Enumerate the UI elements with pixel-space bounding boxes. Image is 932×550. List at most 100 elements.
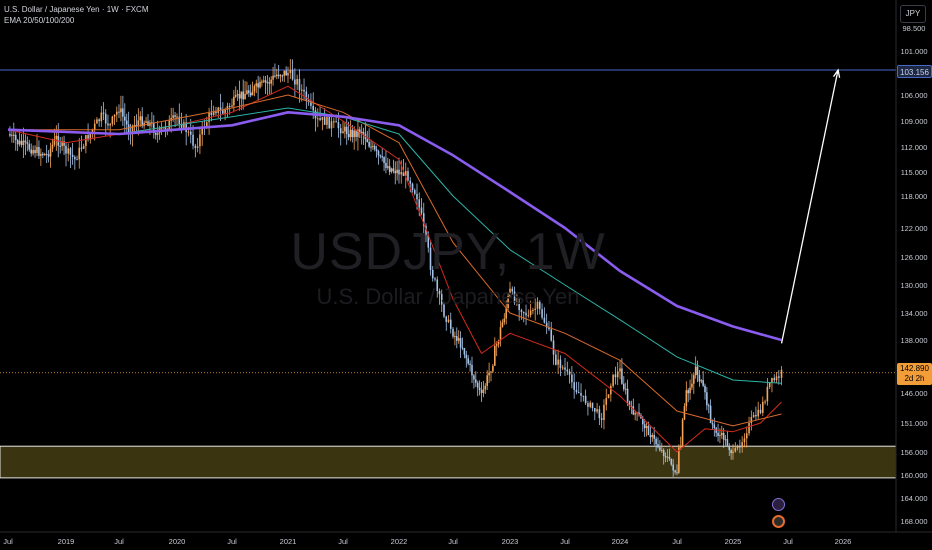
- candle-body: [529, 310, 532, 316]
- price-tick-label: 112.000: [901, 143, 928, 152]
- candle-body: [305, 91, 308, 101]
- candle-body: [643, 424, 646, 429]
- candle-body: [233, 96, 235, 106]
- candle-body: [156, 133, 159, 135]
- candle-body: [319, 118, 321, 120]
- candle-body: [534, 308, 537, 310]
- candle-body: [449, 319, 452, 329]
- candle-body: [638, 412, 640, 416]
- candle-body: [67, 148, 70, 154]
- candle-body: [564, 367, 566, 370]
- candle-body: [192, 134, 194, 146]
- candle-body: [717, 432, 719, 436]
- candle-body: [691, 383, 693, 388]
- candle-body: [238, 94, 241, 99]
- time-tick-label: Jul: [227, 537, 237, 546]
- candle-body: [78, 147, 81, 160]
- candle-body: [289, 70, 292, 73]
- candle-body: [440, 294, 443, 305]
- candle-body: [172, 115, 174, 118]
- price-tick-label: 118.000: [901, 192, 928, 201]
- projection-arrow-head: [832, 68, 841, 78]
- candle-body: [262, 80, 265, 82]
- candle-body: [13, 134, 15, 136]
- candle-body: [580, 393, 582, 396]
- candle-body: [775, 376, 778, 381]
- ema-line-ema200: [7, 111, 782, 342]
- candle-body: [632, 406, 635, 415]
- candle-body: [626, 388, 629, 402]
- candle-body: [518, 302, 520, 311]
- candle-body: [623, 383, 625, 390]
- candle-body: [69, 148, 72, 155]
- candle-body: [111, 116, 114, 124]
- lightning-event-icon[interactable]: [772, 498, 785, 511]
- candle-body: [748, 422, 750, 434]
- candle-body: [347, 134, 350, 138]
- candle-body: [721, 432, 723, 436]
- candle-body: [236, 94, 239, 96]
- candle-body: [174, 115, 176, 117]
- candle-body: [509, 288, 511, 297]
- candle-body: [124, 116, 126, 121]
- candle-body: [285, 70, 287, 76]
- candle-body: [610, 385, 612, 395]
- candle-body: [764, 401, 766, 403]
- candle-body: [74, 156, 76, 160]
- candle-body: [443, 304, 445, 317]
- candle-body: [215, 111, 217, 114]
- candle-body: [345, 126, 348, 135]
- candle-body: [711, 423, 714, 425]
- candle-body: [55, 135, 58, 140]
- price-tick-label: 168.000: [900, 517, 927, 526]
- candle-body: [689, 387, 691, 394]
- candle-body: [418, 199, 421, 208]
- candle-body: [494, 345, 496, 366]
- currency-button[interactable]: JPY: [900, 5, 926, 23]
- candle-body: [557, 359, 559, 365]
- candle-body: [326, 117, 328, 125]
- countdown-value: 2d 2h: [904, 374, 925, 383]
- candle-body: [261, 81, 263, 83]
- candle-body: [605, 398, 608, 405]
- candle-body: [133, 125, 136, 127]
- candle-body: [713, 424, 716, 428]
- candle-body: [253, 86, 256, 92]
- candle-body: [189, 131, 192, 135]
- candle-body: [87, 135, 89, 140]
- candle-body: [577, 392, 580, 394]
- candle-body: [379, 155, 382, 157]
- candle-body: [59, 145, 61, 147]
- candle-body: [321, 117, 324, 120]
- candle-body: [698, 374, 701, 382]
- candle-body: [330, 121, 333, 129]
- candle-body: [561, 367, 564, 369]
- candle-body: [482, 389, 485, 394]
- candle-body: [662, 450, 665, 456]
- chart-header: U.S. Dollar / Japanese Yen · 1W · FXCM E…: [4, 4, 149, 26]
- earnings-event-icon[interactable]: [772, 515, 785, 528]
- candle-body: [366, 139, 369, 143]
- candle-body: [115, 111, 118, 115]
- candle-body: [104, 113, 107, 124]
- candle-body: [486, 375, 488, 386]
- time-tick-label: Jul: [338, 537, 348, 546]
- candle-body: [657, 444, 659, 448]
- candle-body: [82, 146, 85, 149]
- candle-body: [312, 105, 315, 111]
- candle-body: [147, 121, 149, 126]
- candle-body: [445, 316, 448, 322]
- candle-body: [370, 146, 372, 148]
- candle-body: [22, 140, 25, 146]
- candle-body: [26, 142, 29, 144]
- candle-body: [447, 319, 450, 322]
- candle-body: [655, 438, 657, 445]
- candle-body: [757, 409, 760, 417]
- candle-body: [281, 75, 284, 77]
- candle-body: [707, 405, 710, 407]
- candle-body: [178, 116, 181, 124]
- candle-body: [268, 82, 271, 84]
- candle-body: [266, 82, 269, 84]
- candle-body: [42, 153, 44, 156]
